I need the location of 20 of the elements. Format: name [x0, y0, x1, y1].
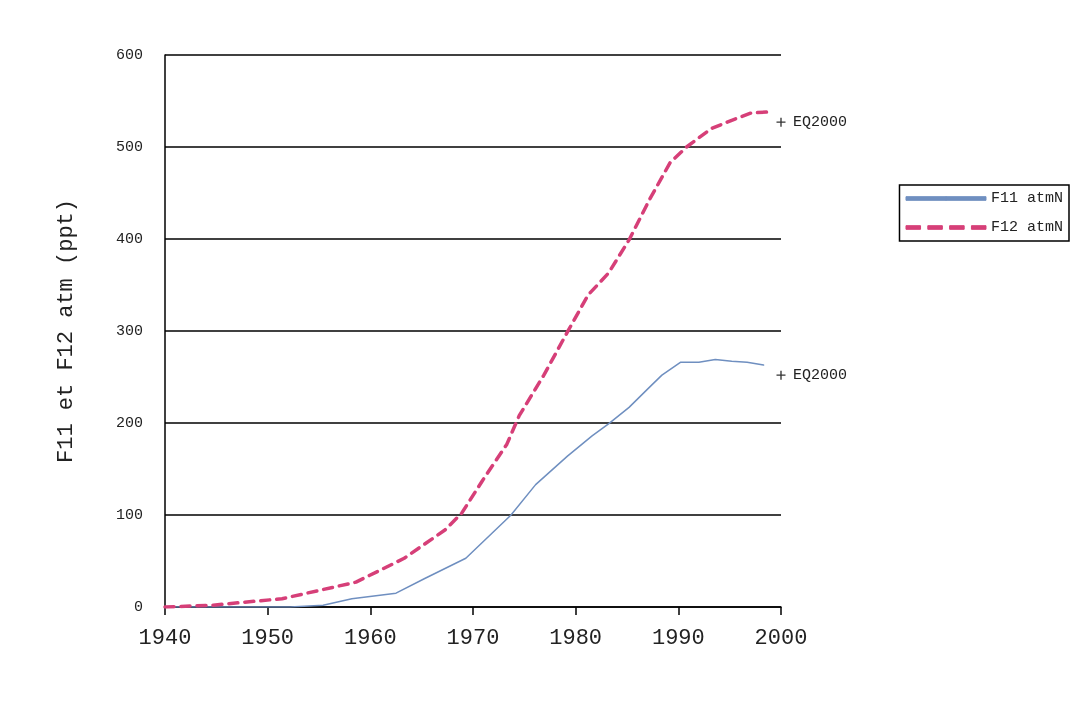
- y-tick-label: 400: [115, 230, 143, 248]
- y-tick-label: 0: [133, 598, 143, 616]
- x-tick-label: 1960: [343, 625, 397, 651]
- y-axis-title: F11 et F12 atm (ppt): [53, 198, 79, 464]
- annotation: EQ2000: [793, 113, 848, 131]
- x-tick-label: 1980: [549, 625, 603, 651]
- y-tick-label: 200: [115, 414, 143, 432]
- x-tick-label: 2000: [754, 625, 808, 651]
- line-series: [163, 110, 770, 609]
- x-tick-label: 1990: [651, 625, 705, 651]
- y-tick-label: 100: [115, 506, 143, 524]
- annotation: EQ2000: [793, 366, 848, 384]
- x-tick-label: 1940: [138, 625, 192, 651]
- x-tick-label: 1970: [446, 625, 500, 651]
- y-tick-label: 300: [115, 322, 143, 340]
- y-tick-label: 600: [115, 46, 143, 64]
- y-tick-label: 500: [115, 138, 143, 156]
- x-tick-label: 1950: [241, 625, 295, 651]
- legend-label: F11 atmN: [990, 190, 1063, 207]
- legend-label: F12 atmN: [990, 219, 1063, 236]
